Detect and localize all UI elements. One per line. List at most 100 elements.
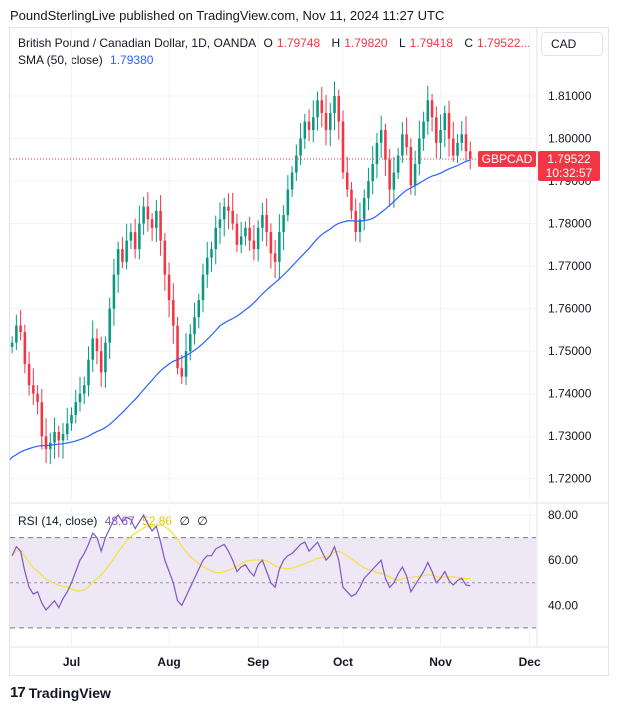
symbol-title[interactable]: British Pound / Canadian Dollar, 1D, OAN… xyxy=(18,36,257,50)
candle-body xyxy=(295,155,298,173)
candle-body xyxy=(392,172,396,190)
open-value: O 1.79748 xyxy=(263,36,321,50)
candle-body xyxy=(32,385,35,394)
candle-body xyxy=(184,351,188,377)
time-tick-label: Sep xyxy=(247,655,269,669)
sma-line xyxy=(9,159,471,461)
rsi-ma-line xyxy=(11,524,471,592)
candle-body xyxy=(214,227,218,250)
candle-body xyxy=(401,134,404,156)
candle-body xyxy=(362,198,366,220)
price-tag-text: 1.79522 xyxy=(547,152,591,166)
time-tick-label: Oct xyxy=(333,655,353,669)
candle-body xyxy=(222,206,226,220)
candle-body xyxy=(358,219,362,233)
price-tick-label: 1.75000 xyxy=(548,344,592,358)
candle-body xyxy=(269,232,273,254)
candle-body xyxy=(248,227,251,241)
candle-body xyxy=(27,363,31,386)
candle-body xyxy=(176,325,179,369)
candle-body xyxy=(384,130,387,160)
currency-selector[interactable]: CAD xyxy=(541,32,603,56)
candle-body xyxy=(108,308,111,343)
candle-body xyxy=(413,164,417,186)
candle-body xyxy=(333,96,336,114)
candle-body xyxy=(82,385,86,394)
tradingview-brand[interactable]: 17 TradingView xyxy=(10,684,111,701)
candle-body xyxy=(422,121,425,139)
candle-body xyxy=(286,189,290,216)
candle-body xyxy=(235,223,239,245)
chart-frame xyxy=(9,27,609,676)
candle-body xyxy=(299,138,302,156)
candle-body xyxy=(155,210,158,228)
close-value: C 1.79522... xyxy=(464,36,531,50)
candle-body xyxy=(312,117,315,131)
price-tag xyxy=(538,150,600,181)
candle-body xyxy=(239,236,243,245)
candle-body xyxy=(172,300,175,326)
candle-body xyxy=(278,232,281,262)
sma-value: 1.79380 xyxy=(110,53,154,67)
candle-body xyxy=(70,414,73,424)
candle-body xyxy=(201,274,205,301)
candle-body xyxy=(341,121,345,173)
candle-body xyxy=(320,100,324,114)
candle-body xyxy=(189,334,192,352)
candle-body xyxy=(36,393,39,403)
candle-body xyxy=(265,215,268,233)
candle-body xyxy=(57,431,61,441)
candle-body xyxy=(142,206,145,224)
rsi-label: RSI (14, close) xyxy=(18,514,98,528)
candle-body xyxy=(290,172,294,190)
countdown-text: 10:32:57 xyxy=(546,166,593,180)
candle-body xyxy=(210,249,213,258)
candle-body xyxy=(452,138,455,156)
candle-body xyxy=(328,113,332,131)
candle-body xyxy=(218,219,222,228)
candle-body xyxy=(303,121,307,139)
rsi-tick-label: 40.00 xyxy=(548,598,578,612)
candle-body xyxy=(44,436,48,449)
candle-body xyxy=(350,189,353,211)
candle-body xyxy=(146,206,150,220)
candle-body xyxy=(205,257,209,275)
candle-body xyxy=(468,151,472,159)
sma-legend[interactable]: SMA (50, close) 1.79380 xyxy=(18,53,157,67)
candle-body xyxy=(150,219,154,228)
price-tick-label: 1.77000 xyxy=(548,259,592,273)
candle-body xyxy=(65,423,69,435)
time-tick-label: Dec xyxy=(519,655,541,669)
rsi-ma-value: 52.86 xyxy=(142,514,173,528)
candle-body xyxy=(418,138,421,165)
candle-body xyxy=(125,240,128,262)
candle-body xyxy=(133,232,137,250)
candle-body xyxy=(316,100,319,118)
time-tick-label: Nov xyxy=(429,655,452,669)
price-tick-label: 1.72000 xyxy=(548,472,592,486)
candle-body xyxy=(74,402,78,415)
candle-body xyxy=(426,100,430,122)
candle-body xyxy=(282,215,285,233)
candle-body xyxy=(396,155,400,173)
candle-body xyxy=(252,240,256,250)
candle-body xyxy=(91,338,94,360)
candle-body xyxy=(324,113,328,131)
candle-body xyxy=(273,253,277,262)
price-tick-label: 1.80000 xyxy=(548,132,592,146)
candle-body xyxy=(388,159,391,190)
candle-body xyxy=(49,442,52,449)
candle-body xyxy=(456,142,459,156)
candle-body xyxy=(244,227,247,237)
candle-body xyxy=(337,96,341,122)
candle-body xyxy=(443,113,447,131)
candle-body xyxy=(15,325,18,343)
candle-body xyxy=(87,359,90,386)
candle-body xyxy=(53,431,56,443)
sma-label: SMA (50, close) xyxy=(18,53,103,67)
empty-value-1: ∅ xyxy=(179,514,190,528)
candle-body xyxy=(231,210,234,224)
candle-body xyxy=(116,249,120,275)
candle-body xyxy=(129,232,133,241)
